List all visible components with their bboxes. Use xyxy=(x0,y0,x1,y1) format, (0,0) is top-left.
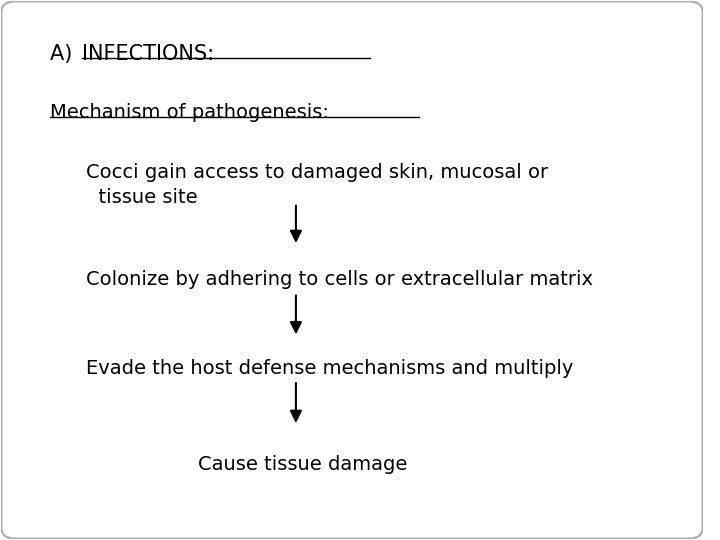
Text: INFECTIONS:: INFECTIONS: xyxy=(82,44,214,64)
Text: Cocci gain access to damaged skin, mucosal or
  tissue site: Cocci gain access to damaged skin, mucos… xyxy=(86,163,548,207)
Text: A): A) xyxy=(50,44,79,64)
FancyBboxPatch shape xyxy=(1,2,703,538)
Text: Mechanism of pathogenesis:: Mechanism of pathogenesis: xyxy=(50,104,329,123)
Text: Evade the host defense mechanisms and multiply: Evade the host defense mechanisms and mu… xyxy=(86,359,573,377)
Text: Colonize by adhering to cells or extracellular matrix: Colonize by adhering to cells or extrace… xyxy=(86,270,593,289)
Text: Cause tissue damage: Cause tissue damage xyxy=(198,455,407,474)
